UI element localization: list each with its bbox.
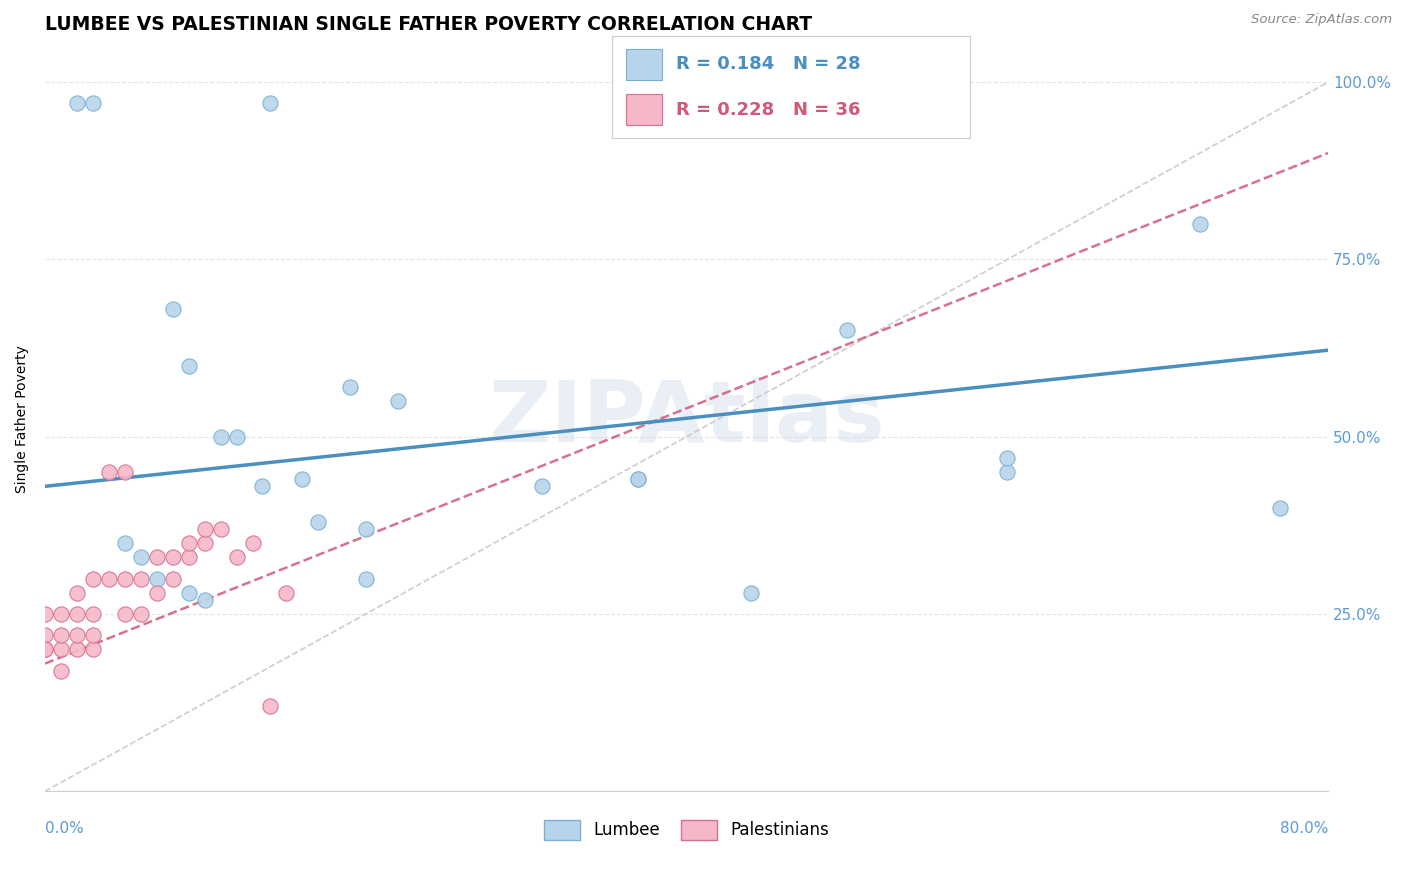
- Point: [627, 472, 650, 486]
- Legend: Lumbee, Palestinians: Lumbee, Palestinians: [537, 814, 837, 847]
- Bar: [626, 49, 662, 79]
- Point: [179, 550, 201, 565]
- Point: [242, 536, 264, 550]
- Point: [129, 550, 152, 565]
- Point: [250, 479, 273, 493]
- Point: [209, 522, 232, 536]
- Point: [194, 522, 217, 536]
- Point: [66, 628, 89, 642]
- Text: 0.0%: 0.0%: [45, 821, 84, 836]
- Point: [66, 585, 89, 599]
- Point: [34, 607, 56, 621]
- Bar: [626, 95, 662, 125]
- Point: [835, 323, 858, 337]
- Point: [226, 550, 249, 565]
- Point: [274, 585, 297, 599]
- Point: [129, 607, 152, 621]
- Point: [179, 585, 201, 599]
- Point: [34, 642, 56, 657]
- Point: [259, 96, 281, 111]
- Point: [98, 465, 121, 479]
- Point: [82, 96, 104, 111]
- Point: [114, 572, 136, 586]
- Point: [387, 394, 409, 409]
- Point: [66, 642, 89, 657]
- Point: [740, 585, 762, 599]
- Point: [1268, 500, 1291, 515]
- Text: 80.0%: 80.0%: [1279, 821, 1329, 836]
- Text: R = 0.228   N = 36: R = 0.228 N = 36: [676, 101, 860, 119]
- Point: [162, 550, 184, 565]
- Point: [49, 607, 72, 621]
- Point: [995, 450, 1018, 465]
- Text: Source: ZipAtlas.com: Source: ZipAtlas.com: [1251, 13, 1392, 27]
- Point: [531, 479, 554, 493]
- Point: [82, 628, 104, 642]
- Text: LUMBEE VS PALESTINIAN SINGLE FATHER POVERTY CORRELATION CHART: LUMBEE VS PALESTINIAN SINGLE FATHER POVE…: [45, 15, 813, 34]
- Point: [49, 642, 72, 657]
- Point: [291, 472, 314, 486]
- Point: [162, 572, 184, 586]
- Point: [49, 664, 72, 678]
- Point: [114, 607, 136, 621]
- Point: [194, 592, 217, 607]
- Point: [995, 465, 1018, 479]
- Point: [179, 359, 201, 373]
- Point: [66, 607, 89, 621]
- Point: [627, 472, 650, 486]
- Point: [34, 642, 56, 657]
- Point: [354, 522, 377, 536]
- Point: [34, 628, 56, 642]
- Point: [146, 550, 169, 565]
- Point: [82, 642, 104, 657]
- Text: ZIPAtlas: ZIPAtlas: [488, 377, 884, 460]
- Point: [146, 585, 169, 599]
- Point: [354, 572, 377, 586]
- Point: [1188, 217, 1211, 231]
- Point: [259, 699, 281, 714]
- Point: [98, 572, 121, 586]
- Point: [82, 572, 104, 586]
- Point: [66, 96, 89, 111]
- Point: [82, 607, 104, 621]
- Y-axis label: Single Father Poverty: Single Father Poverty: [15, 345, 30, 493]
- Point: [339, 380, 361, 394]
- Point: [226, 430, 249, 444]
- Point: [307, 515, 329, 529]
- Text: R = 0.184   N = 28: R = 0.184 N = 28: [676, 55, 860, 73]
- Point: [129, 572, 152, 586]
- Point: [194, 536, 217, 550]
- Point: [114, 536, 136, 550]
- Point: [146, 572, 169, 586]
- Point: [162, 301, 184, 316]
- Point: [179, 536, 201, 550]
- Point: [49, 628, 72, 642]
- Point: [209, 430, 232, 444]
- Point: [114, 465, 136, 479]
